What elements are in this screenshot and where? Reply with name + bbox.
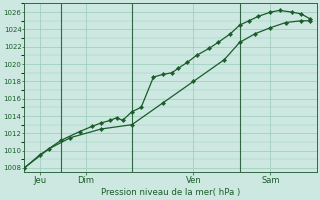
X-axis label: Pression niveau de la mer( hPa ): Pression niveau de la mer( hPa ) (101, 188, 240, 197)
